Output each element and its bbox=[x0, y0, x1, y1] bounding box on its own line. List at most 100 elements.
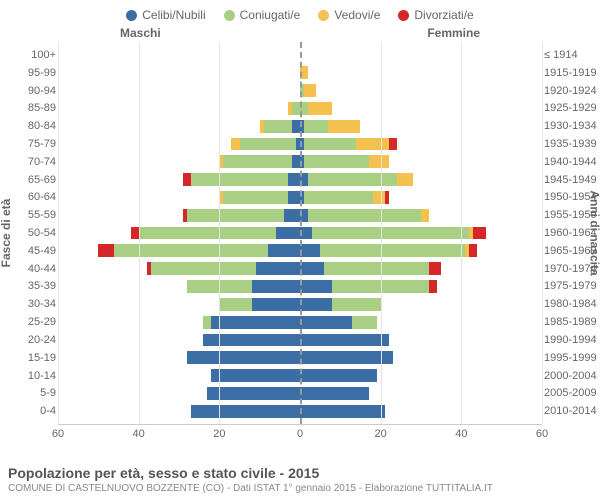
female-bar bbox=[300, 209, 542, 222]
bar-segment bbox=[356, 138, 388, 151]
male-bar bbox=[58, 102, 300, 115]
male-bar bbox=[58, 120, 300, 133]
bar-segment bbox=[300, 369, 377, 382]
bar-segment bbox=[469, 244, 477, 257]
female-bar bbox=[300, 120, 542, 133]
chart-title: Popolazione per età, sesso e stato civil… bbox=[8, 465, 592, 481]
legend-swatch bbox=[398, 10, 409, 21]
bar-segment bbox=[191, 405, 300, 418]
legend: Celibi/Nubili Coniugati/e Vedovi/e Divorzia… bbox=[0, 0, 600, 26]
age-label: 30-34 bbox=[2, 295, 56, 313]
bar-segment bbox=[252, 298, 300, 311]
gridline bbox=[381, 42, 382, 424]
male-bar bbox=[58, 138, 300, 151]
age-label: 45-49 bbox=[2, 242, 56, 260]
birth-label: 1920-1924 bbox=[544, 82, 598, 100]
birth-label: 1935-1939 bbox=[544, 135, 598, 153]
female-bar bbox=[300, 102, 542, 115]
legend-label: Divorziati/e bbox=[414, 8, 473, 22]
male-bar bbox=[58, 334, 300, 347]
bar-segment bbox=[300, 244, 320, 257]
female-bar bbox=[300, 316, 542, 329]
bar-segment bbox=[292, 155, 300, 168]
bar-segment bbox=[324, 262, 429, 275]
bar-segment bbox=[300, 316, 352, 329]
male-bar bbox=[58, 244, 300, 257]
birth-label: 2010-2014 bbox=[544, 402, 598, 420]
legend-item: Celibi/Nubili bbox=[126, 8, 205, 22]
bar-segment bbox=[151, 262, 256, 275]
bar-segment bbox=[223, 155, 292, 168]
male-bar bbox=[58, 155, 300, 168]
female-bar bbox=[300, 173, 542, 186]
bar-segment bbox=[369, 155, 389, 168]
legend-item: Vedovi/e bbox=[318, 8, 380, 22]
bar-segment bbox=[203, 316, 211, 329]
x-tick: 60 bbox=[52, 428, 64, 440]
male-bar bbox=[58, 262, 300, 275]
gridline bbox=[219, 42, 220, 424]
plot-area: Fasce di età Anni di nascita 100+95-9990… bbox=[58, 42, 542, 425]
male-bar bbox=[58, 191, 300, 204]
legend-item: Divorziati/e bbox=[398, 8, 473, 22]
birth-label: 1925-1929 bbox=[544, 99, 598, 117]
bar-segment bbox=[203, 334, 300, 347]
legend-swatch bbox=[126, 10, 137, 21]
bar-segment bbox=[389, 138, 397, 151]
female-bar bbox=[300, 405, 542, 418]
birth-label: 1940-1944 bbox=[544, 153, 598, 171]
bar-segment bbox=[312, 227, 469, 240]
x-tick: 20 bbox=[375, 428, 387, 440]
female-bar bbox=[300, 334, 542, 347]
legend-label: Celibi/Nubili bbox=[142, 8, 205, 22]
age-label: 20-24 bbox=[2, 331, 56, 349]
male-bar bbox=[58, 369, 300, 382]
birth-label: 1915-1919 bbox=[544, 64, 598, 82]
bar-segment bbox=[397, 173, 413, 186]
column-headers: Maschi Femmine bbox=[0, 26, 600, 42]
bar-segment bbox=[429, 280, 437, 293]
female-bar bbox=[300, 227, 542, 240]
birth-label: 1945-1949 bbox=[544, 171, 598, 189]
birth-label: 1970-1974 bbox=[544, 260, 598, 278]
birth-label: 1930-1934 bbox=[544, 117, 598, 135]
male-bar bbox=[58, 84, 300, 97]
legend-swatch bbox=[224, 10, 235, 21]
bar-segment bbox=[300, 387, 369, 400]
bar-segment bbox=[276, 227, 300, 240]
male-bar bbox=[58, 351, 300, 364]
birth-label: 1985-1989 bbox=[544, 313, 598, 331]
chart-subtitle: COMUNE DI CASTELNUOVO BOZZENTE (CO) - Da… bbox=[8, 483, 592, 494]
male-bar bbox=[58, 280, 300, 293]
male-bar bbox=[58, 227, 300, 240]
gridline bbox=[139, 42, 140, 424]
bar-segment bbox=[211, 316, 300, 329]
female-bar bbox=[300, 387, 542, 400]
x-tick: 40 bbox=[133, 428, 145, 440]
bar-segment bbox=[300, 334, 389, 347]
female-bar bbox=[300, 280, 542, 293]
legend-label: Coniugati/e bbox=[240, 8, 301, 22]
male-bar bbox=[58, 66, 300, 79]
age-label: 10-14 bbox=[2, 367, 56, 385]
bar-segment bbox=[308, 102, 332, 115]
bar-segment bbox=[328, 120, 360, 133]
bar-segment bbox=[240, 138, 296, 151]
age-label: 65-69 bbox=[2, 171, 56, 189]
gridline bbox=[461, 42, 462, 424]
x-tick: 0 bbox=[297, 428, 303, 440]
bar-segment bbox=[288, 191, 300, 204]
gridline bbox=[542, 42, 543, 424]
age-labels: 100+95-9990-9485-8980-8475-7970-7465-696… bbox=[2, 46, 56, 420]
age-label: 60-64 bbox=[2, 189, 56, 207]
bar-segment bbox=[187, 209, 284, 222]
age-label: 85-89 bbox=[2, 99, 56, 117]
bar-segment bbox=[308, 173, 397, 186]
legend-label: Vedovi/e bbox=[334, 8, 380, 22]
x-tick: 20 bbox=[213, 428, 225, 440]
bar-segment bbox=[300, 351, 393, 364]
birth-label: 1955-1959 bbox=[544, 206, 598, 224]
female-bar bbox=[300, 191, 542, 204]
bar-segment bbox=[304, 155, 369, 168]
bar-segment bbox=[304, 138, 356, 151]
